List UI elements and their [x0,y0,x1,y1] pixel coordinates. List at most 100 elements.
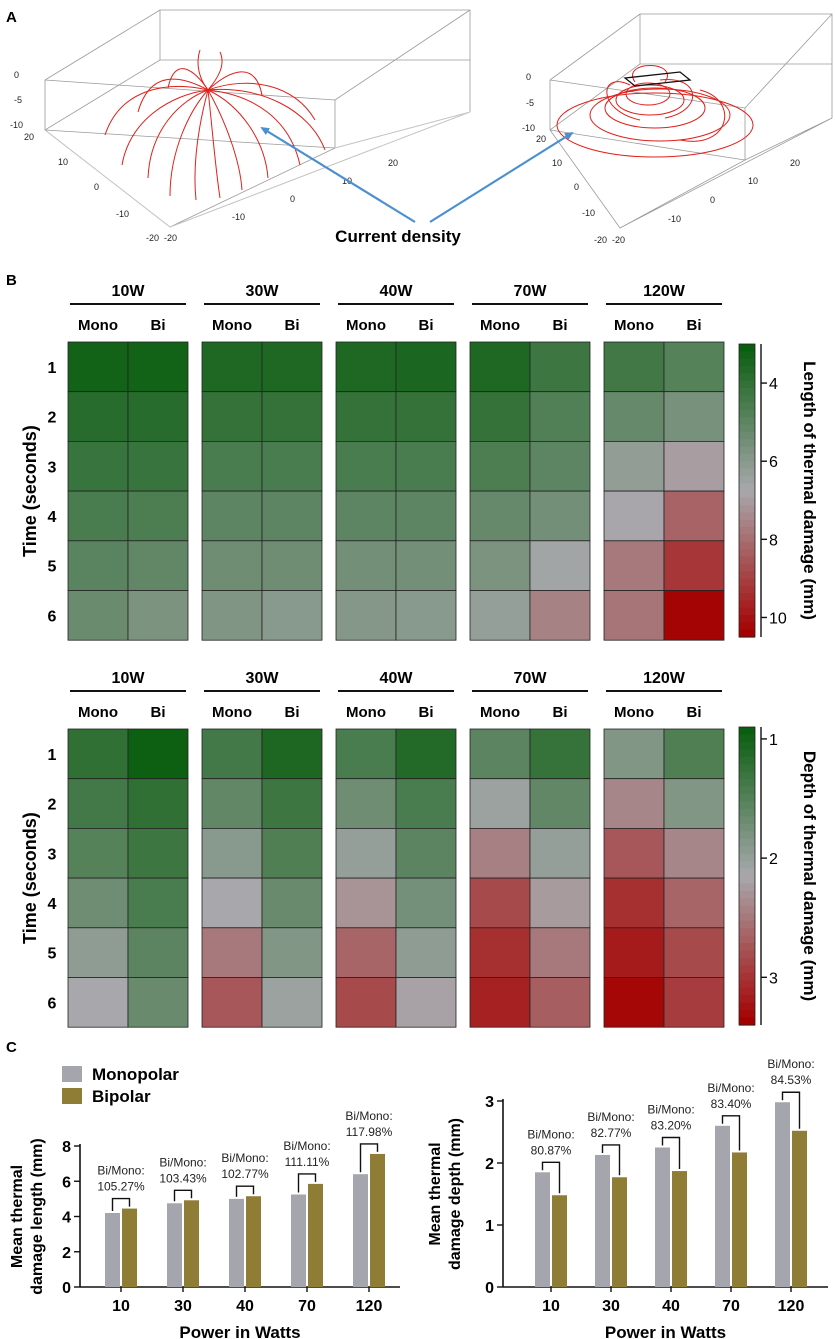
subgroup-header: Mono [480,317,520,334]
colorbar-segment [739,468,755,477]
tick-label: 10 [58,157,68,167]
streamline [625,82,671,106]
colorbar-segment [739,439,755,448]
colorbar-tick-label: 6 [769,454,778,471]
colorbar-segment [739,607,755,616]
y-tick-label: 8 [62,1139,71,1156]
subgroup-header: Mono [346,704,386,721]
heatmap-cell [261,728,323,780]
tick-label: -10 [232,212,245,222]
heatmap-cell [603,877,665,929]
subgroup-header: Bi [285,317,300,334]
colorbar-segment [739,424,755,433]
colorbar-segment [739,497,755,506]
colorbar-tick-label: 1 [769,732,778,749]
x-axis-label: Power in Watts [605,1323,726,1339]
heatmap-cell [67,490,129,542]
subgroup-header: Bi [419,317,434,334]
heatmap-cell [335,590,397,641]
x-tick-label: 120 [778,1298,805,1315]
bar-bipolar [612,1177,627,1287]
box-front-edges [44,9,471,228]
streamline [589,88,731,142]
heatmap-cell [603,927,665,978]
bar-monopolar [105,1212,120,1287]
row-label: 2 [48,410,57,427]
heatmap-cell [67,877,129,929]
ratio-prefix: Bi/Mono: [647,1103,694,1117]
tick-label: 0 [526,72,531,82]
colorbar-segment [739,344,755,352]
heatmap-cell [663,490,725,542]
streamline [194,89,209,201]
heatmap-cell [663,828,725,879]
streamline [207,51,223,91]
comparison-bracket [781,1091,801,1129]
subgroup-header: Mono [78,704,118,721]
row-label: 3 [48,846,57,863]
colorbar-segment [739,838,755,847]
heatmap-cell [395,540,457,591]
colorbar-segment [739,995,755,1004]
tick-label: -20 [594,235,607,245]
tick-label: 0 [14,70,19,80]
heatmap-cell [67,778,129,829]
bar-monopolar [595,1154,610,1287]
subgroup-header: Bi [285,704,300,721]
colorbar-segment [739,629,755,638]
heatmap-cell [335,728,397,780]
y-tick-label: 4 [62,1210,71,1227]
subgroup-header: Bi [419,704,434,721]
colorbar-segment [739,816,755,825]
heatmap-cell [201,828,263,879]
heatmap-cell [663,778,725,829]
row-label: 2 [48,797,57,814]
heatmap-cell [529,828,591,879]
colorbar-segment [739,883,755,892]
row-label: 4 [48,509,57,526]
bar-monopolar [655,1147,670,1287]
heatmap-cell [663,877,725,929]
comparison-bracket [661,1136,681,1170]
heatmap-cell [67,391,129,442]
streamline [679,89,726,142]
y-tick-label: 2 [485,1156,494,1173]
heatmap-cell [663,728,725,780]
heatmap-cell [335,391,397,442]
group-header: 10W [112,283,146,300]
colorbar-segment [739,913,755,922]
colorbar-segment [739,373,755,382]
heatmap-cell [529,391,591,442]
heatmap-cell [663,540,725,591]
heatmap-cell [261,490,323,542]
x-tick-label: 120 [356,1298,383,1315]
heatmap-cell [603,341,665,393]
heatmap-cell [201,977,263,1028]
colorbar-segment [739,943,755,952]
streamline [207,82,316,121]
heatmap-cell [261,391,323,442]
heatmap-cell [67,440,129,492]
heatmap-cell [663,590,725,641]
x-tick-label: 30 [174,1298,192,1315]
x-tick-label: 40 [236,1298,254,1315]
colorbar-segment [739,764,755,773]
heatmap-cell [395,828,457,879]
group-header: 40W [380,283,414,300]
heatmap-cell [529,728,591,780]
group-header: 10W [112,670,146,687]
heatmap-cell [261,540,323,591]
comparison-bracket [359,1143,379,1173]
heatmap-cell [395,728,457,780]
colorbar-segment [739,727,755,736]
colorbar-segment [739,563,755,572]
colorbar-segment [739,831,755,840]
ratio-label: 83.20% [651,1119,692,1133]
colorbar-segment [739,853,755,862]
bar-monopolar [291,1194,306,1287]
heatmap-cell [663,341,725,393]
ratio-label: 84.53% [771,1073,812,1087]
heatmap-cell [127,778,189,829]
ratio-prefix: Bi/Mono: [97,1164,144,1178]
